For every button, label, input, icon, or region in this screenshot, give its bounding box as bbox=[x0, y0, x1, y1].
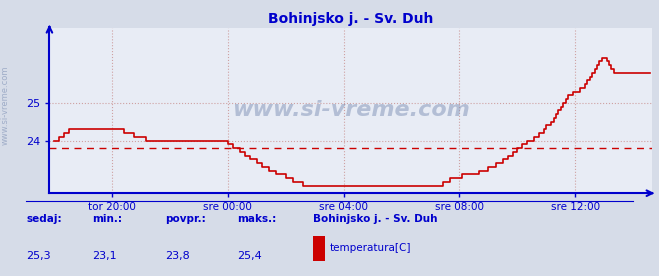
Text: maks.:: maks.: bbox=[237, 214, 277, 224]
Title: Bohinjsko j. - Sv. Duh: Bohinjsko j. - Sv. Duh bbox=[268, 12, 434, 26]
Text: temperatura[C]: temperatura[C] bbox=[330, 243, 411, 253]
Text: www.si-vreme.com: www.si-vreme.com bbox=[1, 65, 10, 145]
Text: www.si-vreme.com: www.si-vreme.com bbox=[232, 100, 470, 120]
Text: 23,8: 23,8 bbox=[165, 251, 190, 261]
Text: Bohinjsko j. - Sv. Duh: Bohinjsko j. - Sv. Duh bbox=[313, 214, 438, 224]
Text: 25,4: 25,4 bbox=[237, 251, 262, 261]
Text: min.:: min.: bbox=[92, 214, 123, 224]
Text: 23,1: 23,1 bbox=[92, 251, 117, 261]
Text: sedaj:: sedaj: bbox=[26, 214, 62, 224]
Text: povpr.:: povpr.: bbox=[165, 214, 206, 224]
Text: 25,3: 25,3 bbox=[26, 251, 51, 261]
